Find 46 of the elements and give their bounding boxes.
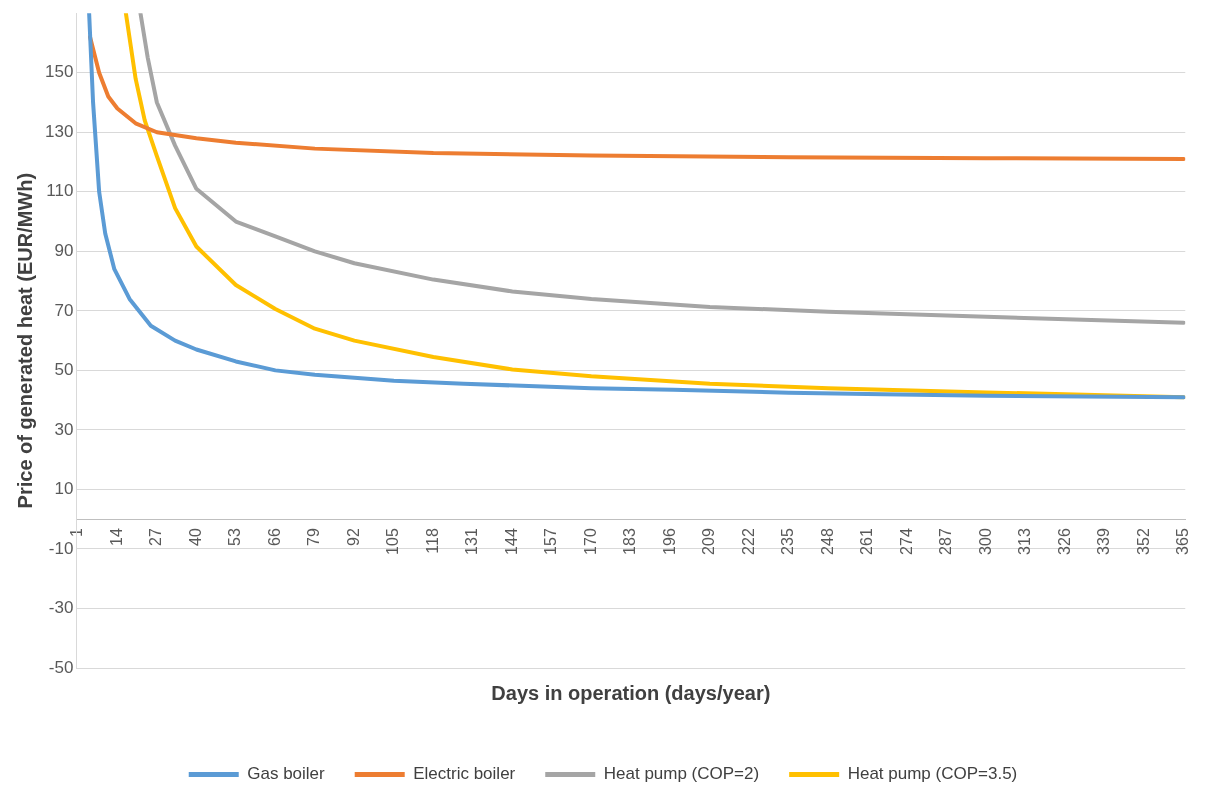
y-tick-label: 90 [54, 241, 74, 260]
x-tick-label: 27 [147, 528, 165, 546]
y-tick-label: -30 [48, 598, 74, 618]
legend-label: Electric boiler [413, 764, 516, 784]
x-tick-label: 339 [1095, 528, 1113, 555]
y-tick-label: 150 [44, 62, 74, 82]
x-tick-label: 183 [621, 528, 639, 555]
y-tick-label: 130 [44, 121, 74, 141]
x-tick-label: 157 [542, 528, 560, 555]
x-tick-label: 235 [779, 528, 797, 555]
x-tick-label: 300 [976, 528, 994, 555]
x-tick-label: 144 [502, 528, 520, 555]
y-tick-label: -10 [48, 538, 74, 558]
x-tick-label: 1 [68, 528, 86, 538]
x-tick-label: 274 [897, 528, 915, 555]
x-tick-label: 170 [581, 528, 599, 555]
y-tick-label: -50 [48, 657, 74, 677]
x-tick-label: 14 [107, 528, 125, 546]
x-axis-title: Days in operation (days/year) [491, 681, 771, 704]
x-tick-label: 352 [1134, 528, 1152, 555]
x-tick-label: 209 [700, 528, 718, 555]
x-tick-label: 261 [858, 528, 876, 555]
x-tick-label: 40 [186, 528, 204, 546]
x-tick-label: 131 [463, 528, 481, 555]
x-tick-label: 196 [660, 528, 678, 555]
y-tick-label: 10 [54, 479, 74, 499]
y-tick-label: 50 [54, 360, 74, 380]
x-tick-label: 326 [1055, 528, 1073, 555]
x-tick-label: 365 [1174, 528, 1192, 555]
legend-label: Heat pump (COP=3.5) [847, 764, 1018, 784]
y-tick-label: 70 [54, 300, 74, 320]
x-tick-label: 287 [937, 528, 955, 555]
legend-label: Heat pump (COP=2) [603, 764, 760, 784]
y-tick-label: 30 [54, 419, 74, 439]
x-tick-label: 66 [265, 528, 283, 546]
y-axis-title: Price of generated heat (EUR/MWh) [13, 172, 36, 509]
x-tick-label: 53 [226, 528, 244, 546]
legend-label: Gas boiler [247, 764, 326, 784]
x-tick-label: 313 [1016, 528, 1034, 555]
x-tick-label: 248 [818, 528, 836, 555]
x-tick-label: 222 [739, 528, 757, 555]
x-tick-label: 79 [305, 528, 323, 546]
y-tick-label: 110 [46, 181, 74, 201]
x-tick-label: 92 [344, 528, 362, 546]
x-tick-label: 105 [384, 528, 402, 555]
x-tick-label: 118 [423, 528, 441, 554]
